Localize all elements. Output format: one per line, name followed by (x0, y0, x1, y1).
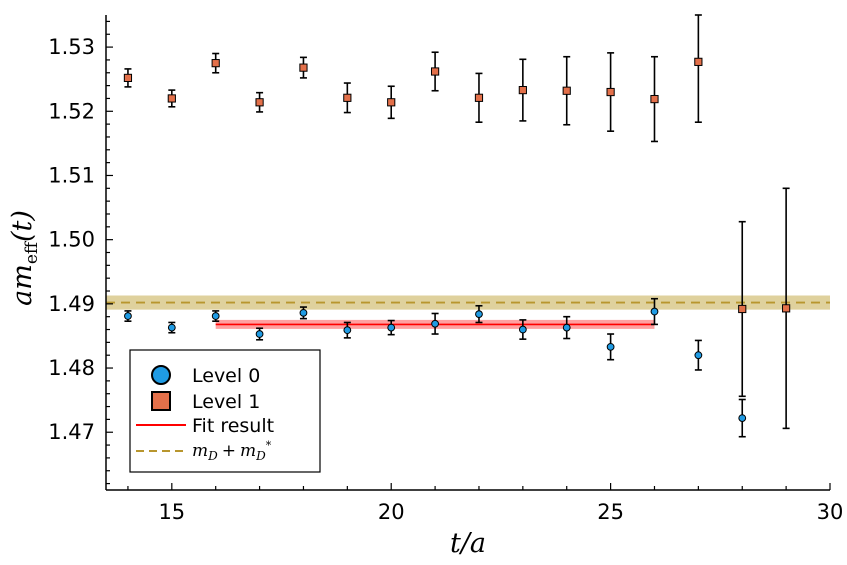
level0-point (562, 323, 571, 332)
level1-point (123, 73, 133, 83)
level1-point (562, 86, 571, 95)
level1-point (694, 57, 703, 66)
x-tick-label: 20 (378, 500, 405, 524)
x-tick-label: 15 (158, 500, 185, 524)
legend-marker-level0 (151, 365, 171, 385)
legend-marker-level1 (151, 391, 171, 411)
legend-label-fit: Fit result (192, 415, 274, 437)
level1-point (650, 94, 659, 104)
level0-point (255, 330, 264, 338)
x-tick-label: 30 (817, 500, 844, 524)
level1-point (299, 63, 308, 72)
y-tick-label: 1.50 (48, 228, 95, 252)
level0-point (431, 319, 439, 328)
legend-label-threshold: mD + mD* (192, 439, 272, 463)
level1-point (782, 304, 791, 313)
y-axis-title-arg: (t) (7, 210, 38, 242)
y-tick-label: 1.52 (48, 99, 95, 123)
y-axis-title-main: am (7, 264, 38, 306)
y-tick-label: 1.47 (48, 420, 95, 444)
y-tick-label: 1.48 (48, 356, 95, 380)
level0-point (211, 312, 220, 320)
legend-label-level0: Level 0 (192, 365, 260, 387)
level0-point (124, 312, 132, 320)
level0-point (475, 310, 483, 319)
level1-point (211, 59, 220, 68)
level0-point (299, 308, 308, 317)
level0-point (738, 414, 747, 423)
level1-point (738, 304, 747, 314)
level0-point (650, 307, 659, 316)
y-ticks: 1.47 1.48 1.49 1.50 1.51 1.52 1.53 (48, 20, 113, 485)
level1-point (343, 93, 352, 102)
y-tick-label: 1.49 (48, 292, 95, 316)
level1-point (606, 87, 615, 97)
level0-point (694, 351, 703, 360)
level1-point (474, 93, 484, 102)
y-tick-label: 1.51 (48, 163, 95, 187)
level1-point (430, 67, 440, 76)
error-bars (124, 14, 790, 438)
level1-point (387, 98, 396, 107)
legend: Level 0 Level 1 Fit result mD + mD* (129, 349, 321, 473)
level1-point (167, 94, 176, 103)
level1-point (518, 86, 527, 95)
y-axis-title: ameff(t) (7, 210, 42, 306)
x-axis-title: t/a (450, 528, 486, 559)
legend-label-level1: Level 1 (192, 391, 260, 413)
level0-point (343, 326, 352, 335)
x-tick-label: 25 (597, 500, 624, 524)
level1-point (255, 98, 264, 107)
level0-point (518, 325, 527, 334)
x-ticks: 15 20 25 30 (127, 483, 844, 524)
data-markers (123, 57, 791, 423)
level0-point (387, 323, 396, 332)
svg-text:ameff(t): ameff(t) (7, 210, 42, 306)
level0-point (167, 323, 176, 332)
y-axis-title-sub: eff (22, 240, 42, 264)
level0-point (606, 342, 615, 351)
y-tick-label: 1.53 (48, 35, 95, 59)
